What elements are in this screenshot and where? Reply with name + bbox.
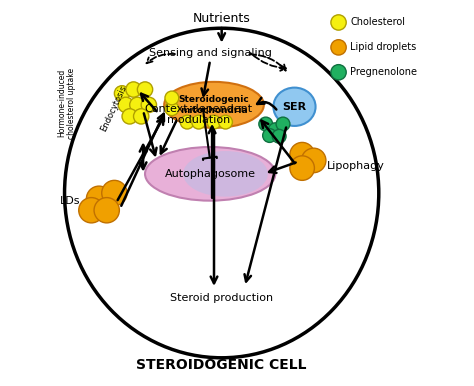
- Text: STEROIDOGENIC CELL: STEROIDOGENIC CELL: [137, 358, 307, 372]
- Ellipse shape: [164, 82, 264, 128]
- Text: Hormone-induced
cholesterol uptake: Hormone-induced cholesterol uptake: [57, 68, 76, 139]
- Text: SER: SER: [283, 102, 307, 112]
- Circle shape: [122, 109, 137, 124]
- Circle shape: [130, 97, 145, 113]
- Circle shape: [259, 117, 273, 131]
- Text: Steroid production: Steroid production: [170, 293, 273, 303]
- Circle shape: [102, 180, 127, 206]
- Circle shape: [192, 115, 206, 129]
- Text: Autophagosome: Autophagosome: [164, 169, 255, 179]
- Text: Cholesterol: Cholesterol: [350, 17, 405, 27]
- Circle shape: [180, 115, 194, 129]
- Circle shape: [207, 115, 221, 129]
- Text: LDs: LDs: [60, 196, 81, 206]
- Circle shape: [79, 198, 104, 223]
- Text: Steroidogenic
mitochondria: Steroidogenic mitochondria: [179, 95, 249, 115]
- Circle shape: [301, 148, 326, 173]
- Circle shape: [219, 115, 232, 129]
- Circle shape: [290, 142, 314, 167]
- Circle shape: [165, 91, 179, 105]
- Ellipse shape: [273, 88, 316, 126]
- Circle shape: [165, 102, 179, 115]
- Text: Nutrients: Nutrients: [193, 12, 251, 25]
- Text: Context-dependent
modulation: Context-dependent modulation: [145, 103, 253, 125]
- Circle shape: [86, 186, 112, 212]
- Circle shape: [331, 40, 346, 55]
- Text: Pregnenolone: Pregnenolone: [350, 67, 417, 77]
- Circle shape: [331, 64, 346, 80]
- Circle shape: [94, 198, 119, 223]
- Circle shape: [141, 97, 156, 113]
- Circle shape: [331, 15, 346, 30]
- Circle shape: [114, 86, 130, 101]
- Circle shape: [263, 129, 276, 142]
- Ellipse shape: [145, 147, 275, 201]
- Circle shape: [276, 117, 290, 131]
- Ellipse shape: [183, 151, 268, 196]
- Circle shape: [118, 97, 134, 113]
- Circle shape: [126, 82, 141, 97]
- Text: Sensing and signaling: Sensing and signaling: [149, 48, 272, 58]
- Text: Lipophagy: Lipophagy: [327, 161, 385, 171]
- Text: Lipid droplets: Lipid droplets: [350, 42, 416, 52]
- Circle shape: [134, 109, 149, 124]
- Circle shape: [268, 123, 282, 137]
- Circle shape: [290, 156, 314, 180]
- Ellipse shape: [64, 28, 379, 358]
- Circle shape: [137, 82, 153, 97]
- Text: Endocytosis: Endocytosis: [99, 84, 128, 134]
- Circle shape: [272, 129, 286, 143]
